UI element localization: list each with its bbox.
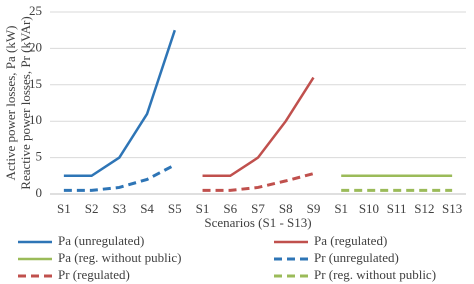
x-tick-label: S1	[334, 201, 348, 216]
series-line	[63, 163, 176, 192]
y-tick-label: 10	[29, 112, 42, 127]
x-tick-label: S7	[251, 201, 265, 216]
legend-label: Pr (unregulated)	[314, 250, 399, 265]
x-tick-label: S8	[279, 201, 293, 216]
x-tick-label: S2	[85, 201, 99, 216]
y-tick-label: 20	[29, 39, 42, 54]
legend-label: Pa (reg. without public)	[58, 250, 181, 265]
x-tick-label: S1	[196, 201, 210, 216]
y-axis-label: Active power losses, Pa (kW)	[3, 26, 18, 181]
series-line	[202, 172, 314, 192]
x-tick-label: S12	[414, 201, 434, 216]
x-tick-label: S3	[112, 201, 126, 216]
y-tick-label: 25	[29, 3, 42, 18]
legend-label: Pr (regulated)	[58, 267, 130, 282]
legend-label: Pa (unregulated)	[58, 233, 144, 248]
series-line	[202, 76, 315, 178]
x-tick-label: S11	[387, 201, 407, 216]
x-tick-label: S4	[140, 201, 154, 216]
x-tick-label: S5	[168, 201, 182, 216]
y-axis-label: Reactive power losses, Pr (kVAr)	[18, 16, 33, 189]
x-tick-label: S6	[223, 201, 237, 216]
x-tick-label: S13	[442, 201, 462, 216]
y-tick-label: 0	[36, 185, 43, 200]
y-tick-label: 15	[29, 76, 42, 91]
x-tick-label: S9	[307, 201, 321, 216]
x-tick-label: S10	[359, 201, 379, 216]
legend-label: Pa (regulated)	[314, 233, 387, 248]
y-tick-label: 5	[36, 149, 43, 164]
x-tick-label: S1	[57, 201, 71, 216]
x-axis-label: Scenarios (S1 - S13)	[204, 215, 311, 230]
series-line	[63, 29, 176, 178]
legend-label: Pr (reg. without public)	[314, 267, 436, 282]
